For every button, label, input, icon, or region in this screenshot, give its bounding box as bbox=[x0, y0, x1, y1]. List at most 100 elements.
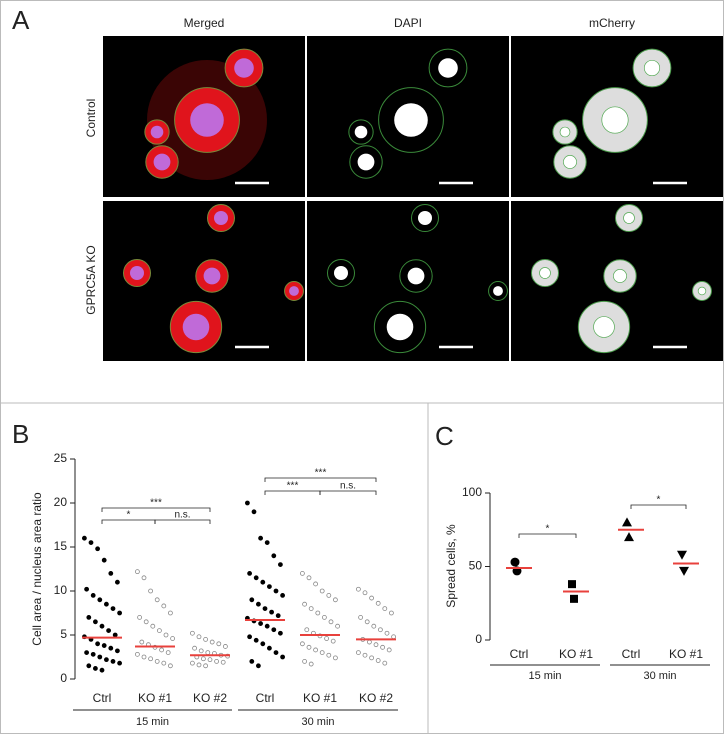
data-point bbox=[247, 634, 253, 640]
data-point bbox=[262, 606, 268, 611]
y-tick-label: 0 bbox=[475, 632, 482, 646]
data-point bbox=[161, 603, 167, 609]
data-point bbox=[159, 647, 165, 653]
x-tick-label: KO #1 bbox=[138, 691, 172, 705]
data-point bbox=[326, 593, 332, 598]
data-point bbox=[304, 627, 310, 633]
data-point bbox=[373, 642, 379, 648]
data-point bbox=[104, 601, 109, 607]
data-point bbox=[203, 663, 209, 669]
nucleus bbox=[386, 313, 414, 341]
nucleus bbox=[214, 211, 228, 225]
data-point bbox=[93, 666, 98, 671]
data-point bbox=[380, 644, 386, 650]
data-point bbox=[110, 606, 116, 611]
data-point bbox=[84, 650, 89, 655]
data-point bbox=[108, 645, 114, 651]
column-header: mCherry bbox=[589, 16, 635, 30]
data-point bbox=[277, 630, 283, 636]
nucleus bbox=[539, 267, 551, 279]
annotation: n.s. bbox=[340, 481, 356, 492]
micrograph bbox=[511, 201, 723, 361]
data-point bbox=[148, 656, 154, 662]
data-point bbox=[141, 575, 147, 581]
x-tick-label: Ctrl bbox=[93, 691, 112, 705]
data-point bbox=[222, 644, 228, 649]
data-point bbox=[101, 557, 107, 563]
y-tick-label: 10 bbox=[54, 583, 68, 597]
data-point bbox=[207, 657, 213, 663]
data-point bbox=[306, 644, 312, 650]
group-label: 15 min bbox=[528, 670, 561, 682]
data-point bbox=[88, 540, 94, 545]
data-point bbox=[362, 590, 368, 596]
data-point bbox=[108, 571, 114, 576]
data-point bbox=[332, 597, 338, 603]
cell-outline bbox=[348, 119, 374, 145]
y-tick-label: 25 bbox=[54, 451, 68, 465]
data-point bbox=[209, 639, 215, 645]
annotation: *** bbox=[287, 481, 299, 492]
x-tick-label: Ctrl bbox=[510, 647, 529, 661]
y-tick-label: 50 bbox=[469, 559, 483, 573]
data-point bbox=[510, 557, 520, 567]
data-point bbox=[251, 509, 257, 515]
data-point bbox=[302, 659, 308, 664]
nucleus bbox=[559, 126, 571, 138]
data-point bbox=[280, 654, 286, 660]
data-point bbox=[112, 632, 118, 638]
data-point bbox=[104, 657, 109, 663]
data-point bbox=[319, 588, 325, 594]
nucleus bbox=[190, 103, 224, 137]
cell-outline bbox=[411, 204, 439, 232]
data-point bbox=[86, 615, 92, 620]
nucleus bbox=[394, 103, 428, 137]
panel-label: A bbox=[12, 5, 30, 35]
bracket bbox=[154, 519, 211, 524]
data-point bbox=[386, 647, 392, 653]
cell-outline bbox=[349, 145, 383, 179]
nucleus bbox=[234, 58, 254, 78]
data-point bbox=[335, 623, 341, 629]
nucleus bbox=[334, 266, 348, 280]
data-point bbox=[247, 571, 253, 576]
data-point bbox=[214, 659, 220, 664]
x-tick-label: KO #2 bbox=[193, 691, 227, 705]
data-point bbox=[258, 535, 264, 541]
data-point bbox=[143, 619, 149, 625]
data-point bbox=[189, 630, 195, 636]
data-point bbox=[321, 615, 327, 620]
micrograph bbox=[307, 36, 509, 197]
x-tick-label: Ctrl bbox=[256, 691, 275, 705]
data-point bbox=[266, 584, 272, 589]
data-point bbox=[95, 546, 100, 552]
data-point bbox=[97, 654, 103, 660]
data-point bbox=[141, 654, 147, 660]
cell-outline bbox=[488, 281, 508, 301]
data-point bbox=[161, 660, 167, 666]
data-point bbox=[115, 648, 120, 654]
y-axis-label: Spread cells, % bbox=[444, 524, 458, 608]
row-header: Control bbox=[84, 99, 98, 138]
micrograph bbox=[511, 36, 723, 197]
data-point bbox=[679, 566, 689, 576]
data-point bbox=[677, 550, 687, 560]
data-point bbox=[189, 660, 195, 666]
data-point bbox=[624, 532, 634, 542]
data-point bbox=[330, 638, 336, 644]
annotation: * bbox=[546, 524, 550, 535]
data-point bbox=[375, 600, 381, 606]
nucleus bbox=[354, 125, 368, 139]
annotation: n.s. bbox=[174, 510, 190, 521]
bracket bbox=[101, 507, 211, 512]
data-point bbox=[273, 650, 279, 655]
data-point bbox=[203, 637, 209, 642]
x-tick-label: Ctrl bbox=[622, 647, 641, 661]
nucleus bbox=[438, 58, 458, 78]
y-tick-label: 100 bbox=[462, 485, 482, 499]
data-point bbox=[253, 575, 259, 581]
x-tick-label: KO #1 bbox=[559, 647, 593, 661]
data-point bbox=[200, 656, 206, 662]
data-point bbox=[266, 645, 272, 651]
